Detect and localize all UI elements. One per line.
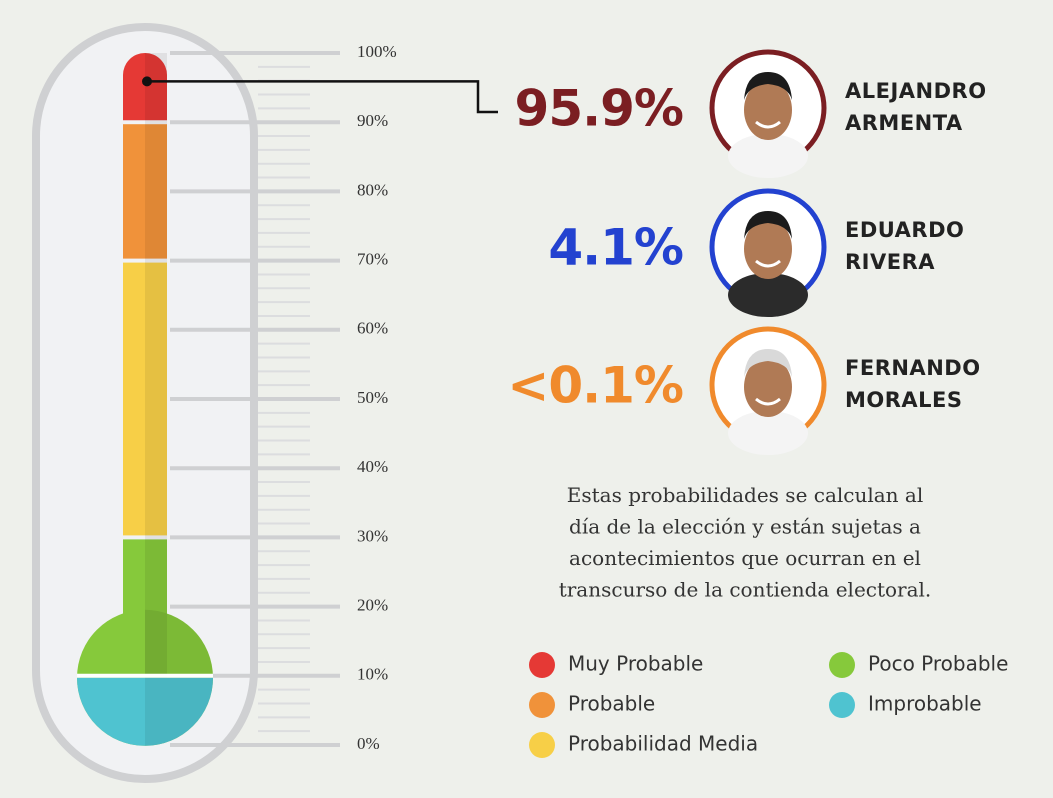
band [123, 53, 167, 121]
avatar-hair [744, 72, 792, 100]
legend-label: Probable [568, 692, 655, 716]
y-tick-label: 80% [357, 180, 388, 199]
avatar-smile [755, 397, 781, 406]
candidate-value: 4.1% [548, 219, 683, 277]
tube-shade [145, 53, 167, 678]
y-tick-label: 100% [357, 42, 397, 61]
legend-swatch [829, 652, 855, 678]
y-tick-label: 90% [357, 111, 388, 130]
avatar-smile [755, 120, 781, 129]
y-tick-label: 0% [357, 734, 380, 753]
candidate-name: FERNANDO [845, 356, 981, 380]
candidate-name: ARMENTA [845, 111, 963, 135]
candidate-value: <0.1% [507, 357, 683, 415]
avatar-body [728, 411, 808, 455]
candidate-value: 95.9% [515, 80, 683, 138]
note-line: Estas probabilidades se calculan al [567, 483, 924, 507]
legend-label: Improbable [868, 692, 982, 716]
minor-ticks [258, 65, 310, 733]
avatar-body [728, 134, 808, 178]
y-tick-label: 30% [357, 526, 388, 545]
y-tick-label: 50% [357, 388, 388, 407]
band [123, 124, 167, 259]
band [123, 262, 167, 536]
y-tick-label: 10% [357, 665, 388, 684]
candidate-name: ALEJANDRO [845, 79, 987, 103]
pointer-line [147, 80, 498, 114]
y-tick-label: 70% [357, 250, 388, 269]
avatar-hair [744, 349, 792, 377]
legend-swatch [829, 692, 855, 718]
candidate-name: MORALES [845, 388, 963, 412]
legend-label: Muy Probable [568, 652, 703, 676]
note-line: día de la elección y están sujetas a [569, 515, 921, 539]
y-tick-label: 60% [357, 319, 388, 338]
avatar-face [744, 357, 792, 417]
y-tick-label: 40% [357, 457, 388, 476]
avatar-hair [744, 211, 792, 239]
avatar-face [744, 80, 792, 140]
legend-label: Poco Probable [868, 652, 1008, 676]
avatar-body [728, 273, 808, 317]
legend-label: Probabilidad Media [568, 732, 758, 756]
note-line: acontecimientos que ocurran en el [569, 546, 921, 570]
legend-swatch [529, 732, 555, 758]
avatar-face [744, 219, 792, 279]
bulb-low [77, 677, 213, 746]
y-tick-label: 20% [357, 596, 388, 615]
avatar-smile [755, 259, 781, 268]
band [123, 539, 167, 676]
legend-swatch [529, 692, 555, 718]
candidate-name: EDUARDO [845, 218, 964, 242]
note-line: transcurso de la contienda electoral. [559, 578, 932, 602]
candidate-name: RIVERA [845, 250, 935, 274]
legend-swatch [529, 652, 555, 678]
